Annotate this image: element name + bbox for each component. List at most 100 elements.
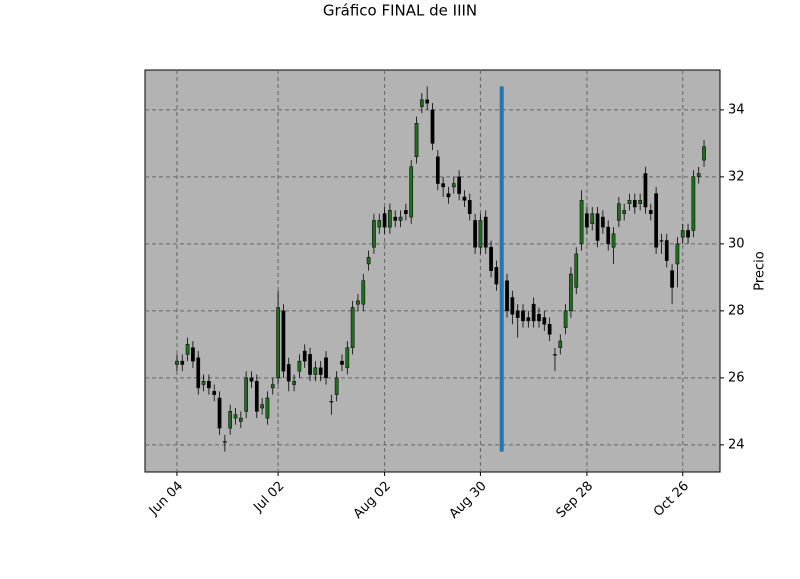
candle-body <box>569 273 573 312</box>
candle-body <box>430 109 435 144</box>
candle-body <box>244 377 249 412</box>
candle-body <box>606 226 611 245</box>
candle-body <box>505 280 509 312</box>
candle-body <box>292 380 296 385</box>
candle-body <box>286 364 291 382</box>
candle-body <box>238 417 243 422</box>
candle-body <box>611 233 616 248</box>
candle-body <box>409 166 414 218</box>
candle-body <box>702 146 706 161</box>
candle-body <box>265 397 270 419</box>
candle-body <box>185 344 190 355</box>
candle-body <box>425 99 430 104</box>
candle-body <box>616 203 621 221</box>
candle-body <box>340 360 344 365</box>
candle-body <box>638 200 642 204</box>
candle-body <box>537 313 541 322</box>
candle-body <box>228 411 233 429</box>
candle-body <box>521 310 525 322</box>
candle-body <box>334 377 339 395</box>
candle-body <box>696 173 701 178</box>
candle-body <box>329 401 334 403</box>
candle-body <box>457 176 461 194</box>
candle-body <box>558 340 563 348</box>
candle-body <box>201 380 206 385</box>
candle-body <box>281 310 286 372</box>
candle-body <box>595 213 600 241</box>
candle-body <box>356 300 360 305</box>
candle-body <box>270 384 275 389</box>
candle-body <box>654 193 658 248</box>
y-tick-label: 26 <box>728 370 745 385</box>
candle-body <box>473 220 477 248</box>
candle-body <box>420 99 424 107</box>
candle-body <box>223 441 227 443</box>
candle-body <box>366 257 371 265</box>
candle-body <box>574 253 579 288</box>
chart-title: Gráfico FINAL de IIIN <box>323 2 477 20</box>
candle-body <box>515 310 520 318</box>
candle-body <box>627 200 632 204</box>
candle-body <box>670 270 674 288</box>
candle-body <box>414 123 419 158</box>
x-tick-label: Aug 02 <box>351 479 394 522</box>
candle-body <box>393 216 398 221</box>
candle-body <box>510 297 515 315</box>
candle-body <box>377 220 382 228</box>
candle-body <box>388 210 392 228</box>
candle-body <box>659 240 664 242</box>
y-tick-label: 30 <box>728 236 745 251</box>
candle-body <box>435 156 440 184</box>
y-tick-label: 32 <box>728 169 745 184</box>
candle-body <box>212 391 217 395</box>
candle-body <box>191 347 195 362</box>
candle-body <box>622 210 627 214</box>
x-tick-label: Jun 04 <box>146 479 186 519</box>
y-axis-label: Precio <box>753 251 768 290</box>
x-tick-label: Aug 30 <box>447 479 490 522</box>
candle-body <box>585 213 589 228</box>
candle-body <box>297 360 302 372</box>
candle-body <box>446 193 451 198</box>
candle-body <box>526 317 531 322</box>
candle-body <box>467 200 472 214</box>
candle-body <box>217 397 222 429</box>
candle-body <box>632 200 637 208</box>
candle-body <box>308 354 312 375</box>
candle-body <box>404 210 408 214</box>
candle-body <box>579 200 584 245</box>
candle-body <box>207 380 211 389</box>
candle-body <box>260 404 264 409</box>
candle-body <box>643 173 648 208</box>
candle-body <box>249 377 254 382</box>
x-tick-label: Sep 28 <box>554 479 597 522</box>
candle-body <box>462 196 467 201</box>
candle-body <box>302 350 307 362</box>
candle-body <box>601 216 605 228</box>
candle-body <box>664 240 669 261</box>
candle-body <box>675 243 680 265</box>
candle-body <box>254 380 259 412</box>
candle-body <box>372 220 376 248</box>
candle-body <box>398 216 403 221</box>
x-tick-label: Jul 02 <box>250 479 287 516</box>
candle-body <box>276 307 280 379</box>
candle-body <box>313 367 318 375</box>
candle-body <box>547 324 552 335</box>
candle-body <box>483 216 488 248</box>
y-tick-label: 34 <box>728 102 745 117</box>
candle-body <box>494 267 499 285</box>
candle-body <box>686 230 690 238</box>
candle-body <box>196 357 201 389</box>
y-tick-label: 24 <box>728 437 745 452</box>
candle-body <box>345 347 350 369</box>
candle-body <box>441 183 445 188</box>
candle-body <box>478 220 483 248</box>
candle-body <box>680 230 685 238</box>
candle-body <box>451 183 456 188</box>
candle-body <box>489 246 493 271</box>
candle-body <box>542 317 547 325</box>
candle-body <box>590 213 595 225</box>
candle-body <box>180 360 185 365</box>
